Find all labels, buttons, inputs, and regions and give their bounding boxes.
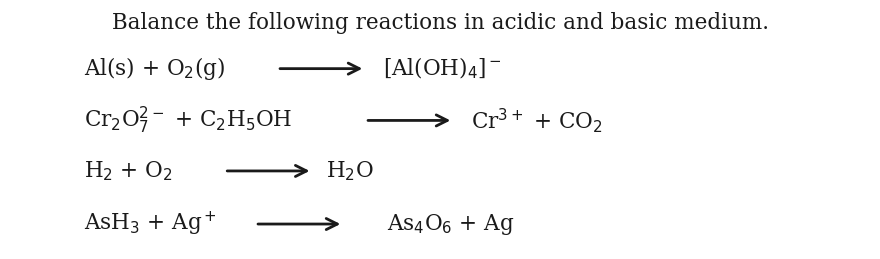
- Text: H$_2$O: H$_2$O: [326, 159, 373, 183]
- Text: Cr$^{3+}$ + CO$_2$: Cr$^{3+}$ + CO$_2$: [471, 106, 603, 135]
- Text: AsH$_3$ + Ag$^+$: AsH$_3$ + Ag$^+$: [84, 210, 216, 238]
- Text: As$_4$O$_6$ + Ag: As$_4$O$_6$ + Ag: [387, 212, 515, 236]
- Text: Al(s) + O$_2$(g): Al(s) + O$_2$(g): [84, 55, 224, 82]
- Text: H$_2$ + O$_2$: H$_2$ + O$_2$: [84, 159, 172, 183]
- Text: Balance the following reactions in acidic and basic medium.: Balance the following reactions in acidi…: [112, 12, 768, 34]
- Text: Cr$_2$O$_7^{2-}$ + C$_2$H$_5$OH: Cr$_2$O$_7^{2-}$ + C$_2$H$_5$OH: [84, 105, 292, 136]
- Text: [Al(OH)$_4$]$^-$: [Al(OH)$_4$]$^-$: [383, 56, 502, 81]
